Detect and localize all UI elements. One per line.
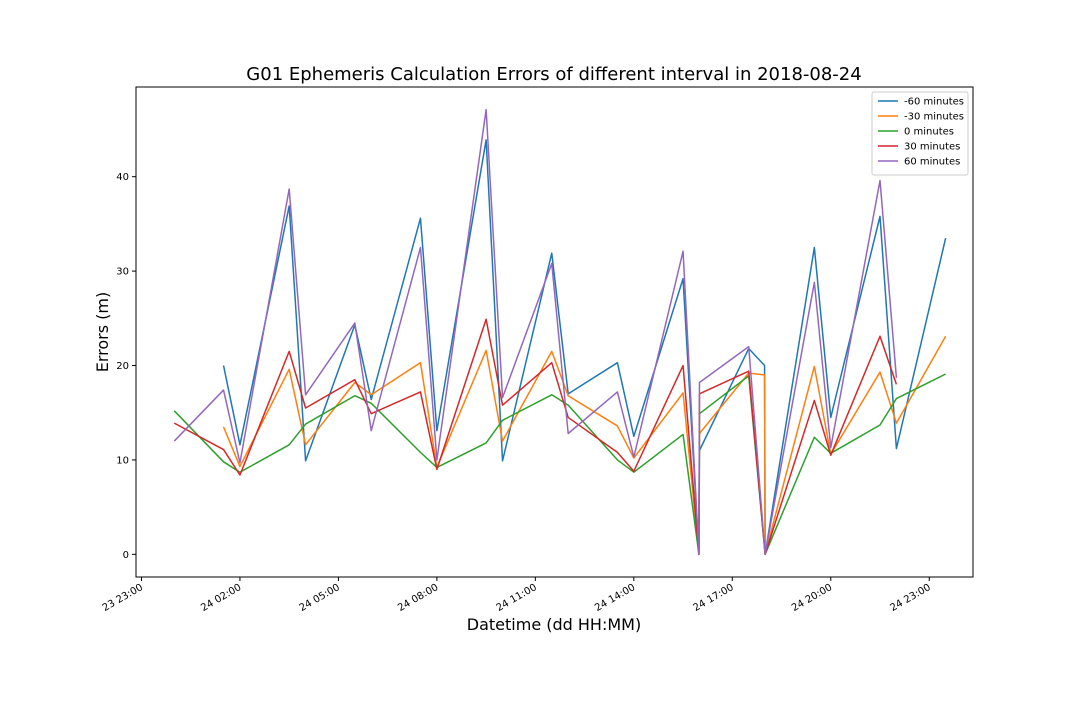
x-axis-label: Datetime (dd HH:MM) [467, 615, 641, 634]
series-line-2 [173, 373, 946, 556]
legend-box [871, 91, 969, 176]
legend-label-1: -30 minutes [904, 112, 964, 123]
chart-title: G01 Ephemeris Calculation Errors of diff… [246, 64, 861, 85]
legend: -60 minutes -30 minutes 0 minutes 30 minute… [871, 91, 969, 176]
plot-frame [135, 86, 974, 578]
y-axis-label: Errors (m) [93, 292, 112, 373]
y-tick-label-1: 10 [116, 455, 129, 466]
legend-label-2: 0 minutes [904, 127, 954, 138]
series-line-1 [222, 335, 947, 556]
series-line-3 [173, 318, 898, 556]
series-line-4 [173, 108, 898, 556]
y-tick-label-0: 0 [123, 550, 129, 561]
legend-label-3: 30 minutes [904, 142, 960, 153]
y-tick-label-3: 30 [116, 267, 129, 278]
legend-label-0: -60 minutes [904, 97, 964, 108]
legend-label-4: 60 minutes [904, 157, 960, 168]
y-tick-label-4: 40 [116, 172, 129, 183]
y-tick-label-2: 20 [116, 361, 129, 372]
